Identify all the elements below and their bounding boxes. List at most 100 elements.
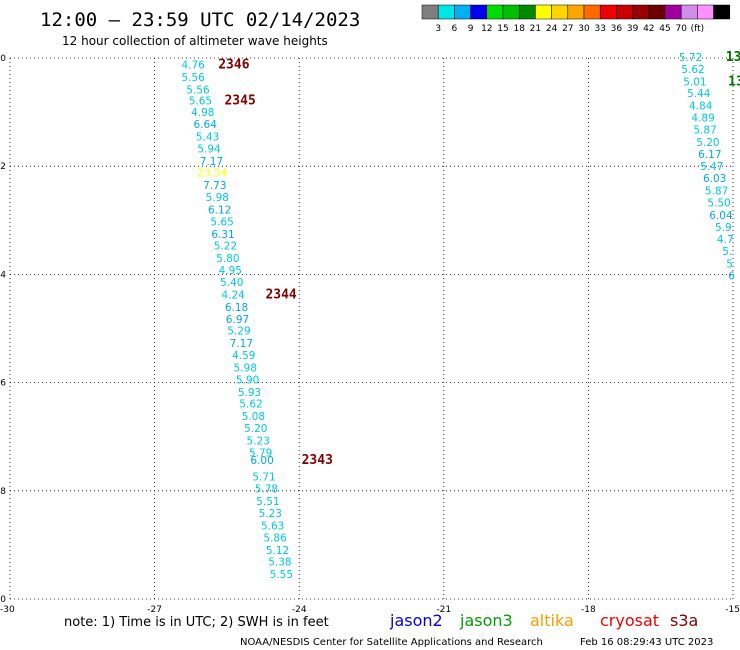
swh-value: 5.44 [687, 88, 711, 100]
swh-value: 5.62 [239, 399, 262, 411]
time-label: 131 [728, 74, 740, 89]
legend-jason2: jason2 [389, 611, 443, 630]
swh-value: 5.94 [197, 143, 221, 155]
y-tick-label: -2 [0, 162, 6, 172]
swh-value: 5.40 [220, 277, 243, 289]
swh-value: 4.84 [689, 101, 713, 113]
y-tick-label: -6 [0, 379, 6, 389]
colorbar-label: 6 [452, 24, 458, 34]
colorbar-label: 42 [643, 24, 654, 34]
colorbar-label: 30 [578, 24, 590, 34]
colorbar-label: 36 [611, 24, 623, 34]
colorbar-swatch [535, 4, 552, 20]
swh-value: 5.55 [270, 569, 293, 581]
swh-value: 5.87 [693, 124, 716, 136]
colorbar-swatch [518, 4, 536, 20]
swh-value: 6.00 [250, 455, 273, 467]
swh-value: 4.76 [181, 59, 205, 71]
colorbar-swatch [502, 4, 520, 20]
swh-value: 5.08 [242, 411, 265, 423]
colorbar-label: (ft) [691, 24, 705, 34]
swh-value: 5.62 [681, 64, 704, 76]
chart-title: 12:00 — 23:59 UTC 02/14/2023 [40, 9, 360, 31]
swh-value: 4.7 [717, 234, 734, 246]
colorbar-swatch [583, 4, 601, 20]
swh-value: 6.03 [703, 173, 726, 185]
swh-value: 4.89 [691, 113, 714, 125]
swh-value: 5.90 [236, 374, 259, 386]
swh-value: 5.23 [259, 508, 282, 520]
colorbar-label: 9 [468, 24, 474, 34]
colorbar-label: 45 [659, 24, 670, 34]
colorbar-swatch [632, 4, 650, 20]
swh-value: 5.87 [705, 186, 728, 198]
colorbar-label: 12 [481, 24, 492, 34]
swh-value: 6.31 [211, 229, 234, 241]
time-label: 2345 [224, 94, 255, 109]
footer-timestamp: Feb 16 08:29:43 UTC 2023 [580, 637, 713, 648]
swh-value: 5.56 [186, 84, 210, 96]
legend-jason3: jason3 [459, 611, 513, 630]
colorbar-label: 24 [546, 24, 558, 34]
swh-value: 7.73 [203, 180, 226, 192]
altimeter-track-main: 4.765.565.565.654.986.645.435.947.1723.5… [181, 59, 293, 581]
y-tick-label: -4 [0, 270, 6, 280]
swh-value: 5.47 [700, 161, 723, 173]
swh-value: 5.20 [696, 137, 719, 149]
swh-value: 5.43 [196, 131, 219, 143]
swh-value: 5.23 [247, 435, 270, 447]
y-tick-label: 0 [0, 54, 6, 64]
colorbar-swatch [421, 4, 439, 20]
swh-value: 7.17 [200, 156, 223, 168]
colorbar-swatch [697, 4, 714, 20]
colorbar-swatch [664, 4, 682, 20]
swh-value: 4.95 [219, 265, 242, 277]
swh-value: 6.18 [225, 302, 248, 314]
swh-value: 5.9 [715, 222, 732, 234]
x-tick-label: -18 [581, 605, 596, 615]
swh-value: 5.93 [238, 387, 261, 399]
time-label: 2344 [265, 287, 296, 302]
swh-value: 6 [728, 270, 735, 282]
satellite-legend: jason2 jason3 altika cryosat s3a [389, 611, 698, 630]
colorbar-swatch [486, 4, 504, 20]
colorbar-swatch [437, 4, 455, 20]
axis-tick-labels: 0 -2 -4 -6 -8 -10-30 -27 -24 -21 -18 -15 [0, 54, 740, 615]
swh-value: 4.59 [232, 350, 255, 362]
swh-value: 5.50 [707, 197, 730, 209]
y-tick-label: -10 [0, 595, 6, 605]
colorbar-label: 15 [497, 24, 508, 34]
swh-value: 5.22 [214, 241, 237, 253]
swh-value: 5.12 [266, 545, 289, 557]
colorbar-legend: 3 6 9 12 15 18 21 24 27 30 33 36 39 42 45 70 (ft) [421, 4, 731, 34]
swh-value: 5.63 [261, 520, 284, 532]
colorbar-swatch [713, 4, 731, 20]
colorbar-label: 18 [513, 24, 525, 34]
legend-altika: altika [530, 611, 574, 630]
footer-credit: NOAA/NESDIS Center for Satellite Applica… [240, 637, 543, 648]
x-tick-label: -27 [147, 605, 162, 615]
swh-value: 23.54 [197, 168, 227, 180]
swh-value: 5.71 [252, 472, 275, 484]
colorbar-label: 27 [562, 24, 573, 34]
swh-value: 5.56 [181, 72, 205, 84]
swh-value: 4.24 [221, 289, 245, 301]
swh-value: 5.29 [227, 326, 250, 338]
x-tick-label: -24 [292, 605, 307, 615]
swh-value: 5.80 [216, 253, 239, 265]
swh-value: 5.51 [256, 496, 279, 508]
legend-cryosat: cryosat [600, 611, 659, 630]
swh-value: 5.86 [263, 532, 287, 544]
swh-value: 5.65 [189, 96, 212, 108]
time-label: 2346 [218, 57, 249, 72]
swh-value: 5.79 [249, 447, 272, 459]
units-note: note: 1) Time is in UTC; 2) SWH is in fe… [64, 615, 329, 630]
colorbar-swatch [648, 4, 666, 20]
legend-s3a: s3a [670, 611, 698, 630]
swh-value: 6.17 [698, 149, 721, 161]
colorbar-swatch [680, 4, 698, 20]
swh-value: 7.17 [230, 338, 253, 350]
time-label: 2343 [302, 453, 333, 468]
swh-value: 6.04 [709, 210, 733, 222]
